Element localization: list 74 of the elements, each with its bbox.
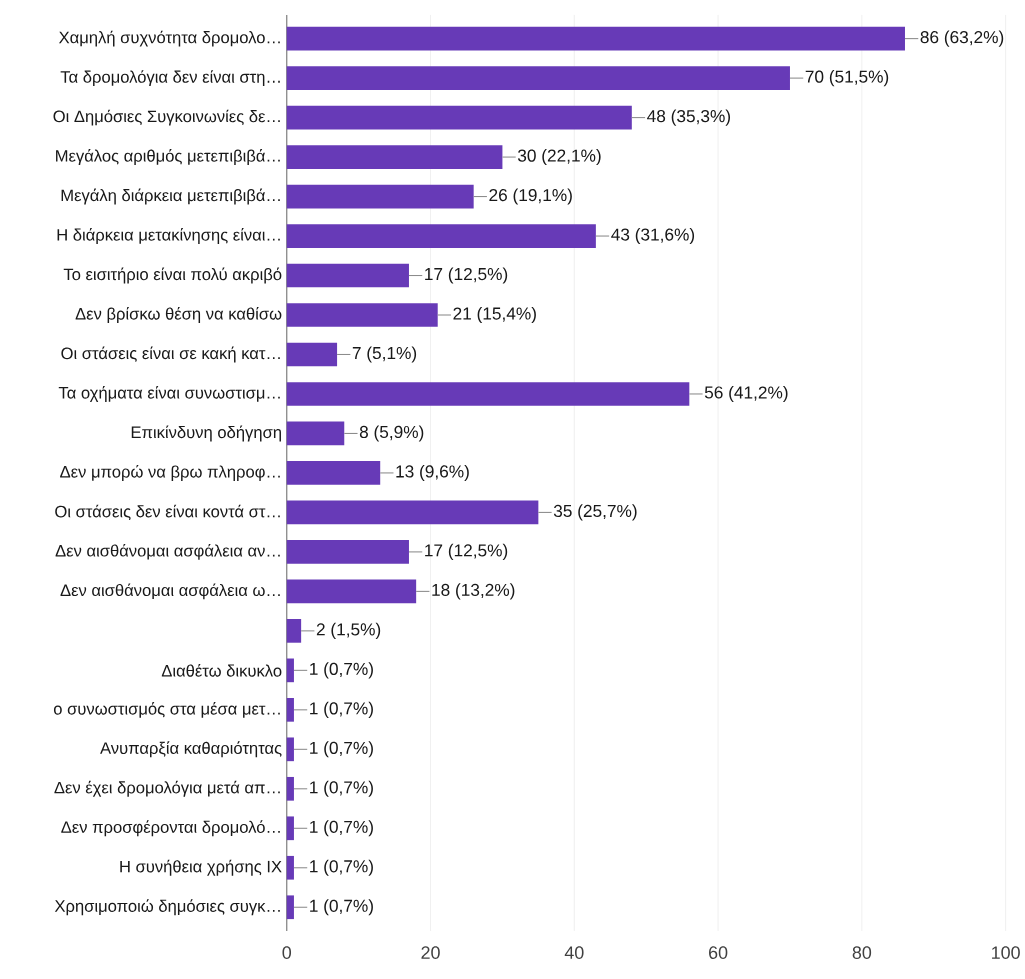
y-tick-label: Το εισιτήριο είναι πολύ ακριβό [63,267,282,284]
data-label: 17 (12,5%) [425,267,508,284]
y-tick-label: Επικίνδυνη οδήγηση [131,425,281,442]
data-label: 1 (0,7%) [310,662,373,679]
x-tick-label: 80 [852,946,872,960]
bar [286,263,409,288]
y-tick-label: ο συνωστισμός στα μέσα μετ… [53,702,280,718]
y-tick-label: Τα οχήματα είναι συνωστισμ… [58,386,280,403]
y-tick-label: Μεγάλος αριθμός μετεπιβιβά… [56,149,280,166]
x-tick-label: 60 [709,946,728,960]
bar [286,777,294,801]
bar [286,145,503,170]
y-tick-label: Δεν αισθάνομαι ασφάλεια ω… [60,583,280,600]
data-label: 21 (15,4%) [453,307,536,324]
x-tick-label: 100 [992,946,1020,960]
y-tick-label: Οι στάσεις είναι σε κακή κατ… [61,346,280,363]
y-tick-label: Δεν αισθάνομαι ασφάλεια αν… [55,544,280,560]
data-label: 7 (5,1%) [352,346,417,363]
data-label: 35 (25,7%) [553,504,637,521]
y-tick-label: Μεγάλη διάρκεια μετεπιβιβά… [61,188,280,205]
y-tick-label: Δεν προσφέρονται δρομολό… [61,820,280,837]
y-tick-label: Δεν βρίσκω θέση να καθίσω [75,307,282,324]
bar [286,579,417,604]
bar [286,500,539,525]
bar [286,856,294,880]
y-tick-label: Τα δρομολόγια δεν είναι στη… [60,70,280,87]
y-tick-label: Η συνήθεια χρήσης ΙΧ [120,859,282,876]
bar [286,540,409,564]
data-label: 8 (5,9%) [359,425,424,442]
data-label: 30 (22,1%) [517,149,601,166]
bar [286,26,905,51]
x-tick-label: 40 [564,946,584,960]
y-tick-label: Οι Δημόσιες Συγκοινωνίες δε… [53,109,280,126]
data-label: 18 (13,2%) [432,583,515,600]
x-tick-label: 0 [282,946,292,960]
data-label: 1 (0,7%) [310,859,373,876]
data-label: 70 (51,5%) [805,70,889,87]
bar [286,184,474,209]
data-label: 43 (31,6%) [611,228,695,245]
y-tick-label: Οι στάσεις δεν είναι κοντά στ… [55,504,280,521]
data-label: 1 (0,7%) [310,899,373,916]
bar [286,66,790,91]
data-label: 86 (63,2%) [920,30,1004,47]
data-label: 2 (1,5%) [316,622,381,640]
bar [286,421,345,446]
bar [286,816,294,841]
bar [286,658,294,683]
bar [286,619,302,643]
data-label: 17 (12,5%) [425,543,508,561]
data-label: 56 (41,2%) [704,386,788,403]
bar [286,105,632,130]
bar [286,303,438,327]
data-label: 26 (19,1%) [489,188,572,205]
bar [286,461,381,485]
bar [286,382,690,406]
y-tick-label: Χαμηλή συχνότητα δρομολο… [58,30,280,47]
y-tick-label: Χρησιμοποιώ δημόσιες συγκ… [54,899,280,916]
bar [286,224,596,248]
data-label: 1 (0,7%) [310,820,373,837]
y-tick-label: Η διάρκεια μετακίνησης είναι… [57,228,280,245]
x-tick-label: 20 [421,946,440,960]
bar [286,737,294,762]
data-label: 13 (9,6%) [396,465,469,482]
y-tick-label: Δεν έχει δρομολόγια μετά απ… [54,780,280,797]
data-label: 1 (0,7%) [310,701,373,719]
data-label: 1 (0,7%) [310,741,373,758]
bar [286,698,294,722]
y-tick-label: Διαθέτω δικυκλο [161,664,282,677]
y-tick-label: Δεν μπορώ να βρω πληροφ… [60,465,280,482]
y-tick-label: Ανυπαρξία καθαριότητας [100,741,282,758]
data-label: 1 (0,7%) [310,780,373,797]
bar [286,895,294,920]
data-label: 48 (35,3%) [647,109,731,126]
bar [286,342,338,367]
